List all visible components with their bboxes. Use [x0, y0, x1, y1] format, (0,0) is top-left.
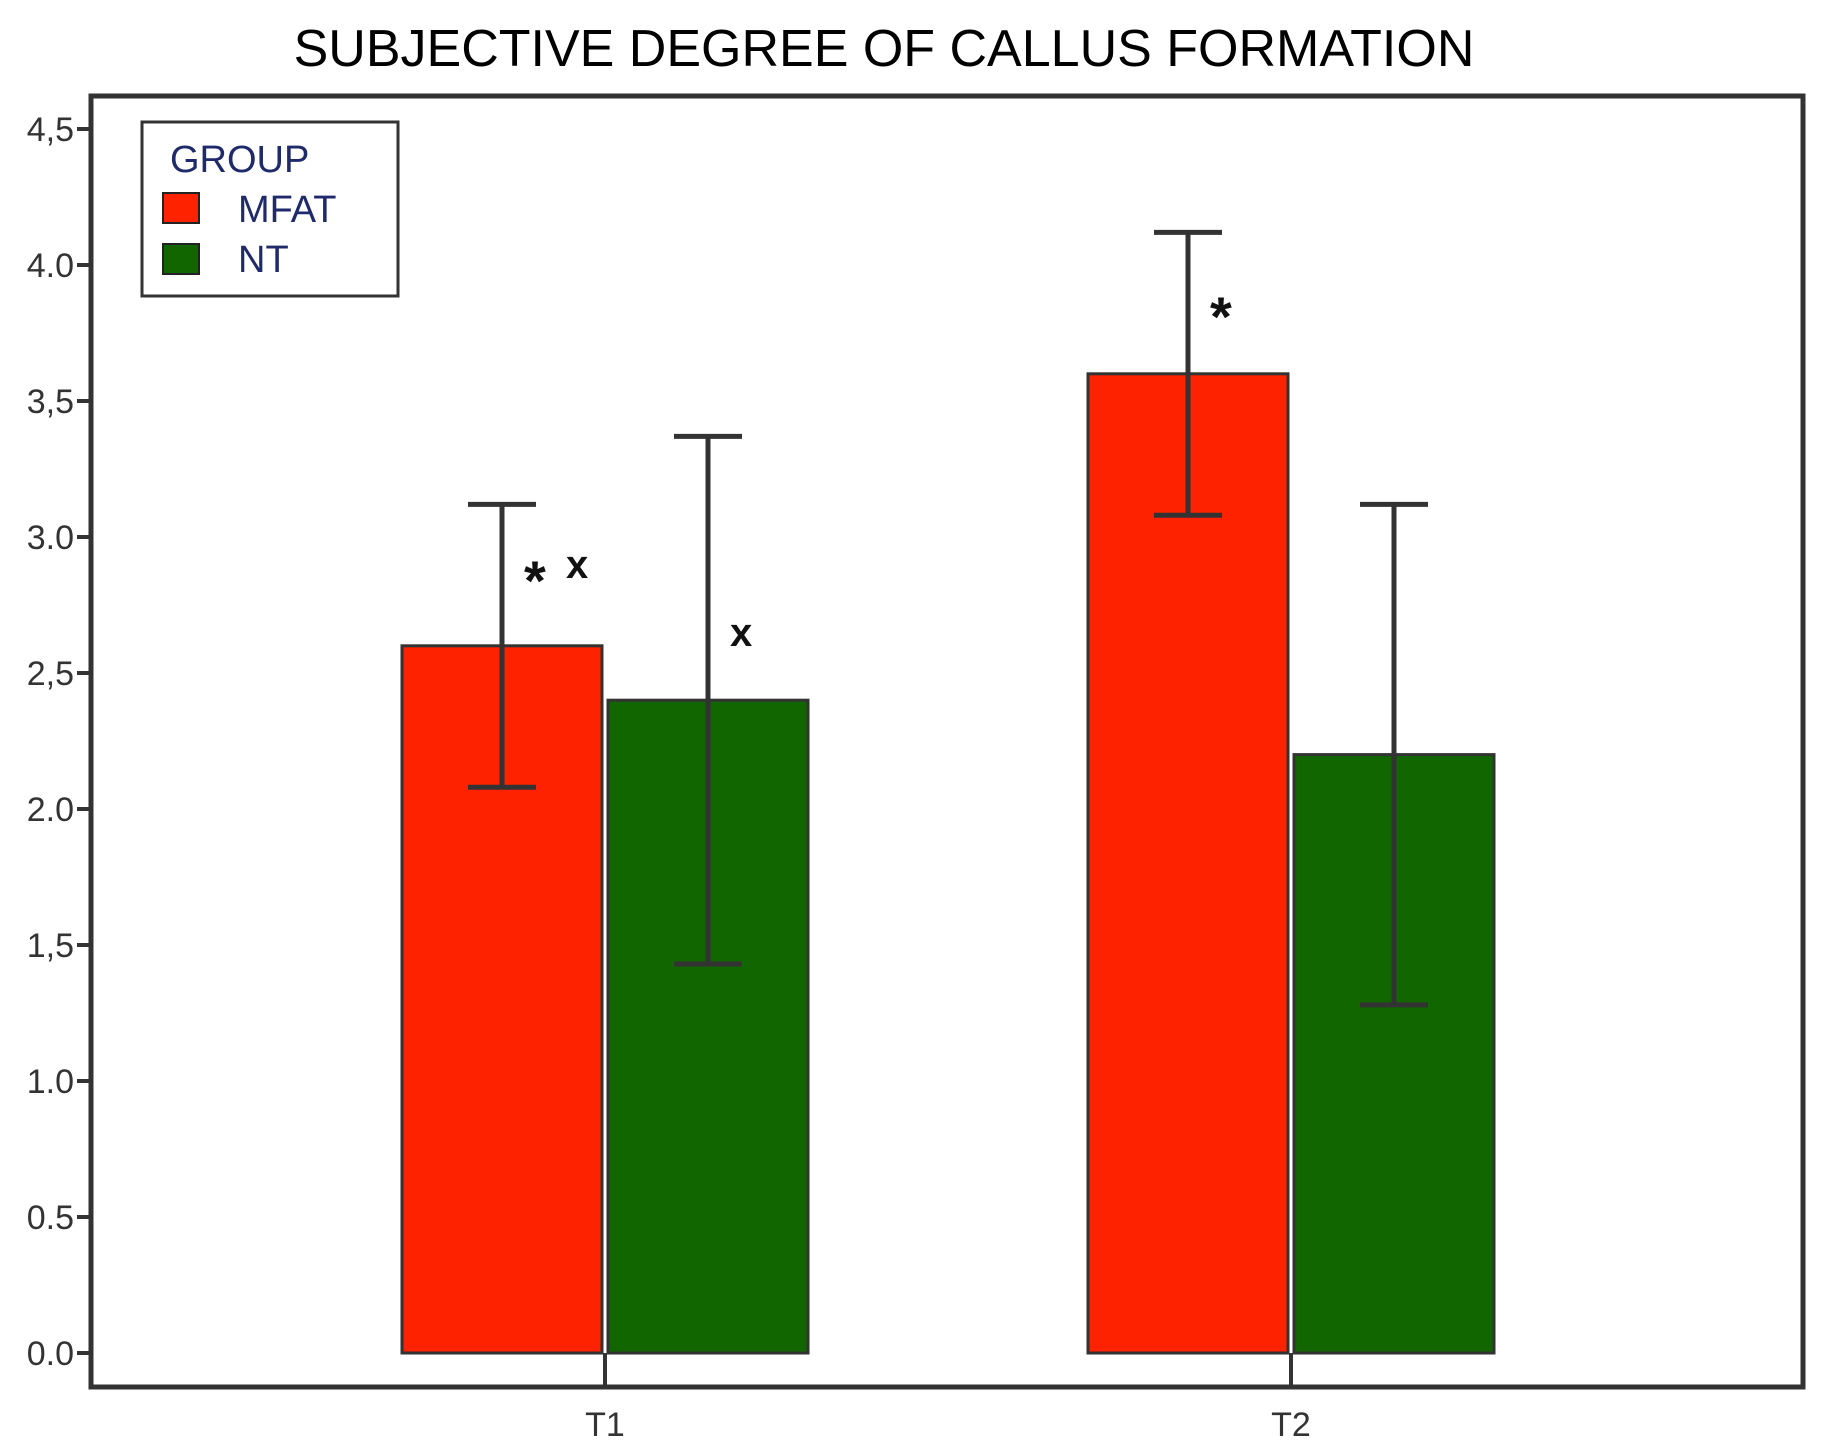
chart-title: SUBJECTIVE DEGREE OF CALLUS FORMATION — [294, 20, 1475, 78]
significance-asterisk: * — [1210, 285, 1232, 348]
legend-label-nt: NT — [238, 239, 289, 281]
error-bar — [674, 433, 742, 967]
legend-label-mfat: MFAT — [238, 189, 337, 231]
legend-swatch-mfat — [162, 192, 200, 224]
plot-frame — [88, 93, 1806, 1390]
significance-x: x — [566, 543, 588, 587]
bar-mfat-t2 — [1086, 372, 1290, 1355]
significance-asterisk: * — [524, 549, 546, 612]
y-tick-label: 2,5 — [27, 655, 74, 693]
annotations: * x * x — [524, 285, 1232, 655]
y-tick-label: 3,5 — [27, 383, 74, 421]
y-tick-label: 1,5 — [27, 927, 74, 965]
error-bar — [468, 501, 536, 790]
y-axis: 0.0 0.5 1.0 1,5 2.0 2,5 3.0 3,5 4.0 4,5 — [27, 111, 91, 1373]
y-tick-label: 4,5 — [27, 111, 74, 149]
x-tick-label: T2 — [1271, 1406, 1311, 1444]
x-axis: T1 T2 — [585, 1353, 1311, 1444]
y-tick-label: 2.0 — [27, 791, 74, 829]
bars — [400, 372, 1496, 1355]
y-tick-label: 0.5 — [27, 1199, 74, 1237]
y-tick-label: 0.0 — [27, 1335, 74, 1373]
x-tick-label: T1 — [585, 1406, 625, 1444]
y-tick-label: 1.0 — [27, 1063, 74, 1101]
error-bar — [1360, 501, 1428, 1008]
error-bar — [1154, 229, 1222, 518]
y-tick-label: 4.0 — [27, 247, 74, 285]
legend-title: GROUP — [170, 139, 309, 181]
significance-x: x — [730, 611, 752, 655]
legend: GROUP MFAT NT — [140, 120, 400, 298]
error-bars — [468, 229, 1428, 1008]
y-tick-label: 3.0 — [27, 519, 74, 557]
legend-swatch-nt — [162, 243, 200, 275]
